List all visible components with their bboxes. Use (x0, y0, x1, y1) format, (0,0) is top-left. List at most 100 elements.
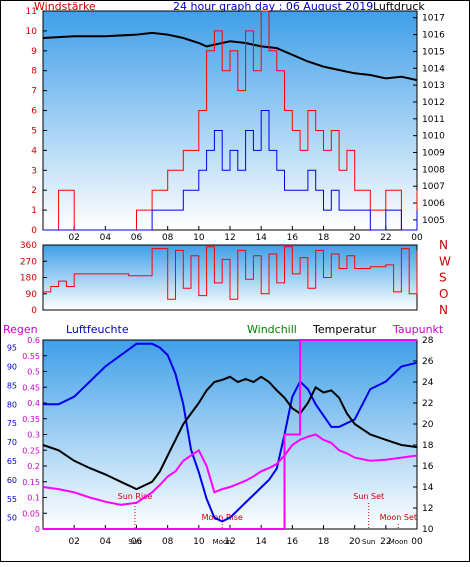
right-tick-label-9: 1014 (422, 64, 445, 74)
hum-tick-label-5: 75 (7, 419, 17, 428)
rain-tick-label-5: 0.25 (22, 446, 40, 455)
temp-tick-label-9: 28 (422, 336, 434, 346)
right-tick-label-8: 1013 (422, 81, 445, 91)
top-chart: 0123456789101110051006100710081009101010… (26, 7, 446, 243)
right-tick-label-4: 1009 (422, 149, 445, 159)
left-tick-label-0: 0 (31, 226, 37, 236)
right-tick-label-1: 1006 (422, 199, 445, 209)
top-x-label-2: 06 (131, 233, 143, 243)
dir-tick-label-4: 360 (20, 241, 37, 251)
graph-title: 24 hour graph day : 06 August 2019 (173, 1, 373, 13)
top-x-label-11: 00 (411, 233, 423, 243)
top-x-label-8: 18 (318, 233, 330, 243)
bot-x-label-8: 18 (318, 537, 330, 547)
dir-tick-label-3: 270 (20, 257, 37, 267)
rain-tick-label-8: 0.4 (27, 399, 40, 408)
hum-tick-label-8: 90 (7, 362, 17, 371)
compass-label-4: N (439, 303, 448, 317)
temp-tick-label-5: 20 (422, 420, 434, 430)
sun-rise-axis-label: Sun (128, 538, 141, 546)
hum-tick-label-2: 60 (7, 476, 17, 485)
top-panel-background (42, 10, 418, 231)
luftfeuchte-label: Luftfeuchte (66, 323, 129, 336)
temp-tick-label-1: 12 (422, 504, 433, 514)
temp-tick-label-2: 14 (422, 483, 434, 493)
left-tick-label-10: 10 (26, 27, 38, 37)
right-tick-label-0: 1005 (422, 216, 445, 226)
hum-tick-label-6: 80 (7, 400, 17, 409)
hum-tick-label-1: 55 (7, 495, 17, 504)
rain-tick-label-10: 0.5 (27, 368, 40, 377)
sun-set-label: Sun Set (353, 492, 384, 501)
right-tick-label-11: 1016 (422, 31, 445, 41)
left-tick-label-3: 3 (31, 166, 37, 176)
temp-tick-label-8: 26 (422, 357, 434, 367)
moon-set-label: Moon Set (380, 513, 417, 522)
dir-tick-label-0: 0 (31, 306, 37, 316)
rain-tick-label-7: 0.35 (22, 415, 40, 424)
regen-label: Regen (3, 323, 38, 336)
hum-tick-label-9: 95 (7, 344, 17, 353)
compass-label-3: O (439, 287, 448, 301)
temperatur-label: Temperatur (312, 323, 377, 336)
temperature-line (42, 375, 418, 491)
top-x-label-3: 08 (162, 233, 174, 243)
temp-tick-label-0: 10 (422, 525, 434, 535)
top-x-label-7: 16 (287, 233, 299, 243)
rain-tick-label-11: 0.55 (22, 352, 40, 361)
bot-x-label-10: 22 (380, 537, 391, 547)
moon-rise-axis-label: Moon (213, 538, 232, 546)
hum-tick-label-7: 85 (7, 381, 17, 390)
bot-x-label-2: 06 (131, 537, 143, 547)
bottom-panel-background (42, 339, 418, 530)
right-tick-label-10: 1015 (422, 47, 445, 57)
bot-x-label-3: 08 (162, 537, 174, 547)
temp-tick-label-4: 18 (422, 441, 434, 451)
left-tick-label-6: 6 (31, 107, 37, 117)
rain-tick-label-0: 0 (35, 525, 40, 534)
hum-tick-label-0: 50 (7, 514, 17, 523)
left-tick-label-11: 11 (26, 7, 37, 17)
rain-tick-label-1: 0.05 (22, 509, 40, 518)
top-x-label-10: 22 (380, 233, 391, 243)
humidity-line (43, 342, 418, 523)
compass-label-1: W (439, 254, 451, 268)
moon-rise-label: Moon Rise (202, 513, 243, 522)
top-x-label-9: 20 (349, 233, 361, 243)
right-tick-label-3: 1008 (422, 165, 445, 175)
dewpoint-line (42, 433, 418, 506)
compass-label-2: S (439, 271, 447, 285)
dir-tick-label-1: 90 (26, 290, 38, 300)
gust-line (43, 10, 418, 231)
hum-tick-label-4: 70 (7, 438, 17, 447)
bot-x-label-9: 20 (349, 537, 361, 547)
top-x-label-0: 02 (68, 233, 79, 243)
right-tick-label-6: 1011 (422, 115, 445, 125)
sun-rise-label: Sun Rise (118, 492, 153, 501)
bot-x-label-6: 14 (255, 537, 267, 547)
left-tick-label-4: 4 (31, 146, 37, 156)
left-tick-label-5: 5 (31, 126, 37, 136)
humidity-chart: 0 0.05 0.1 0.15 0.2 0.25 0.3 0.35 0.4 0.45 0.5 0.55… (7, 336, 434, 547)
rain-line (43, 339, 417, 530)
moon-set-axis-label: Moon (389, 538, 408, 546)
hum-tick-label-3: 65 (7, 457, 17, 466)
bot-x-label-4: 10 (193, 537, 205, 547)
top-x-label-1: 04 (100, 233, 112, 243)
right-tick-label-5: 1010 (422, 132, 445, 142)
taupunkt-label: Taupunkt (392, 323, 444, 336)
left-tick-label-8: 8 (31, 67, 37, 77)
bot-x-label-0: 02 (68, 537, 79, 547)
rain-tick-label-4: 0.2 (27, 462, 40, 471)
temp-tick-label-7: 24 (422, 378, 434, 388)
rain-tick-label-9: 0.45 (22, 383, 40, 392)
left-tick-label-7: 7 (31, 87, 37, 97)
bot-x-label-1: 04 (100, 537, 112, 547)
temp-tick-label-6: 22 (422, 399, 433, 409)
bot-x-label-11: 00 (411, 537, 423, 547)
rain-tick-label-12: 0.6 (27, 336, 40, 345)
top-x-label-5: 12 (224, 233, 235, 243)
rain-tick-label-6: 0.3 (27, 431, 40, 440)
